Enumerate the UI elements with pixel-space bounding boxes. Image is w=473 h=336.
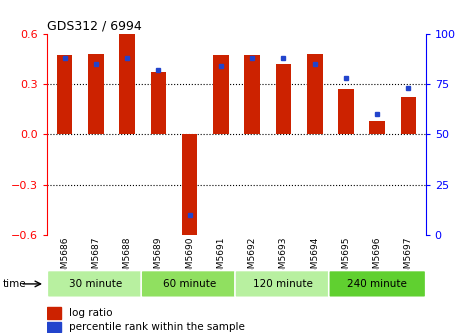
Bar bbox=[57, 55, 72, 134]
FancyBboxPatch shape bbox=[235, 270, 332, 297]
Bar bbox=[369, 121, 385, 134]
Bar bbox=[213, 55, 228, 134]
FancyBboxPatch shape bbox=[141, 270, 238, 297]
Bar bbox=[307, 54, 323, 134]
FancyBboxPatch shape bbox=[329, 270, 426, 297]
Bar bbox=[150, 72, 166, 134]
Bar bbox=[338, 89, 354, 134]
Bar bbox=[119, 34, 135, 134]
Bar bbox=[276, 64, 291, 134]
Bar bbox=[245, 55, 260, 134]
Text: GDS312 / 6994: GDS312 / 6994 bbox=[47, 19, 142, 33]
Text: log ratio: log ratio bbox=[70, 308, 113, 318]
Text: 120 minute: 120 minute bbox=[254, 279, 313, 289]
Bar bbox=[401, 97, 416, 134]
Bar bbox=[47, 322, 61, 332]
Bar bbox=[47, 307, 61, 319]
FancyBboxPatch shape bbox=[47, 270, 144, 297]
Text: time: time bbox=[2, 279, 26, 289]
Text: 240 minute: 240 minute bbox=[347, 279, 407, 289]
Text: 30 minute: 30 minute bbox=[69, 279, 123, 289]
Text: percentile rank within the sample: percentile rank within the sample bbox=[70, 322, 245, 332]
Bar bbox=[88, 54, 104, 134]
Text: 60 minute: 60 minute bbox=[163, 279, 216, 289]
Bar bbox=[182, 134, 197, 239]
